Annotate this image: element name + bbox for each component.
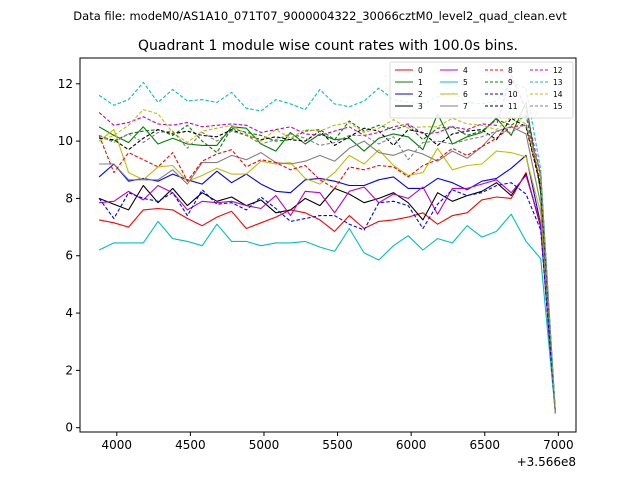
legend-label-0: 0 xyxy=(418,66,423,75)
series-line-14 xyxy=(98,109,556,414)
plot-frame xyxy=(79,57,577,433)
y-tick-label: 6 xyxy=(65,249,73,263)
y-tick-label: 2 xyxy=(65,363,73,377)
x-tick-label: 6500 xyxy=(469,438,500,452)
legend-label-8: 8 xyxy=(508,66,513,75)
x-offset-label: +3.566e8 xyxy=(517,455,576,469)
legend-label-7: 7 xyxy=(463,102,468,111)
legend-label-4: 4 xyxy=(463,66,468,75)
legend-label-13: 13 xyxy=(553,78,563,87)
legend-label-12: 12 xyxy=(553,66,563,75)
series-line-10 xyxy=(98,182,556,414)
legend-label-11: 11 xyxy=(508,102,518,111)
y-tick-label: 0 xyxy=(65,421,73,435)
legend-label-6: 6 xyxy=(463,90,468,99)
legend-label-15: 15 xyxy=(553,102,563,111)
y-tick-label: 4 xyxy=(65,306,73,320)
legend-label-2: 2 xyxy=(418,90,423,99)
x-tick-label: 7000 xyxy=(543,438,574,452)
series-line-11 xyxy=(99,117,556,414)
figure-suptitle: Data file: modeM0/AS1A10_071T07_90000043… xyxy=(73,9,567,23)
y-tick-label: 10 xyxy=(58,134,73,148)
legend-label-10: 10 xyxy=(508,90,518,99)
x-tick-label: 4500 xyxy=(175,438,206,452)
legend-label-1: 1 xyxy=(418,78,423,87)
legend-label-14: 14 xyxy=(553,90,563,99)
x-tick-label: 6000 xyxy=(396,438,427,452)
series-layer xyxy=(98,74,556,414)
legend-box xyxy=(389,61,574,119)
x-tick-label: 4000 xyxy=(102,438,133,452)
series-line-5 xyxy=(98,213,556,414)
x-tick-label: 5000 xyxy=(249,438,280,452)
series-line-0 xyxy=(98,172,556,414)
series-line-2 xyxy=(98,154,556,414)
series-line-9 xyxy=(98,114,556,414)
series-line-4 xyxy=(99,174,556,414)
series-line-15 xyxy=(98,123,556,414)
series-line-3 xyxy=(98,173,556,414)
x-tick-label: 5500 xyxy=(322,438,353,452)
series-line-8 xyxy=(98,124,556,414)
series-line-7 xyxy=(99,126,556,414)
series-line-12 xyxy=(98,74,556,414)
series-line-6 xyxy=(98,129,556,414)
y-tick-label: 8 xyxy=(65,191,73,205)
y-tick-label: 12 xyxy=(58,77,73,91)
legend-label-3: 3 xyxy=(418,102,423,111)
legend-label-9: 9 xyxy=(508,78,513,87)
legend-label-5: 5 xyxy=(463,78,468,87)
series-line-1 xyxy=(98,101,556,414)
chart-title: Quadrant 1 module wise count rates with … xyxy=(138,38,518,54)
